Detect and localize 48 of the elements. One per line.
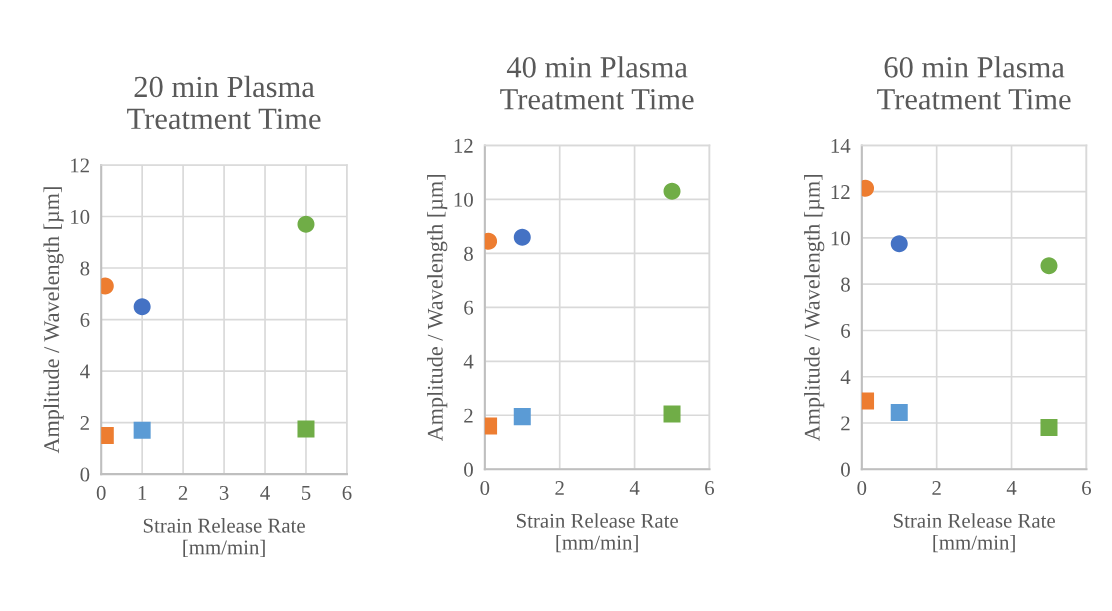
- x-tick-label: 0: [96, 485, 106, 500]
- y-tick-label: 12: [831, 185, 850, 199]
- y-tick-label: 8: [841, 277, 850, 292]
- x-tick-label: 0: [480, 480, 490, 496]
- y-axis-title: Amplitude / Wavelength [µm]: [43, 187, 64, 454]
- x-tick-label: 1: [138, 485, 147, 500]
- x-tick-label: 2: [178, 485, 188, 500]
- y-tick-label: 14: [831, 138, 851, 153]
- x-tick-label: 6: [705, 481, 715, 496]
- y-tick-label: 4: [80, 364, 90, 379]
- y-axis-title: Amplitude / Wavelength [µm]: [427, 175, 448, 442]
- x-tick-label: 4: [260, 485, 270, 500]
- y-tick-label: 0: [841, 462, 850, 477]
- x-tick-label: 4: [1006, 481, 1017, 495]
- x-tick-label: 6: [1082, 481, 1092, 496]
- y-tick-label: 8: [464, 246, 473, 261]
- y-tick-label: 0: [80, 467, 90, 482]
- y-tick-label: 10: [831, 231, 850, 246]
- x-tick-label: 4: [629, 481, 640, 495]
- point: [133, 298, 151, 316]
- chart-title: 40 min Plasma Treatment Time: [500, 56, 694, 110]
- y-tick-label: 10: [71, 209, 90, 224]
- y-axis-title: Amplitude / Wavelength [µm]: [804, 175, 825, 442]
- y-tick-label: 0: [464, 462, 473, 477]
- y-tick-label: 12: [71, 158, 89, 173]
- x-tick-label: 6: [342, 485, 352, 500]
- y-tick-label: 8: [80, 261, 90, 276]
- chart-title: 20 min Plasma Treatment Time: [127, 75, 321, 130]
- y-tick-label: 2: [80, 416, 89, 430]
- y-tick-label: 4: [840, 370, 851, 384]
- x-tick-label: 3: [219, 485, 229, 500]
- y-tick-label: 4: [463, 354, 474, 369]
- x-tick-label: 2: [932, 481, 941, 495]
- y-tick-label: 6: [464, 300, 474, 315]
- x-axis-title: Strain Release Rate [mm/min]: [516, 513, 678, 553]
- y-tick-label: 2: [464, 408, 473, 423]
- y-tick-label: 12: [454, 138, 473, 153]
- x-tick-label: 2: [555, 481, 564, 495]
- x-axis-title: Strain Release Rate [mm/min]: [893, 513, 1055, 553]
- x-tick-label: 0: [857, 480, 867, 496]
- y-tick-label: 10: [454, 192, 473, 207]
- point: [133, 421, 151, 439]
- chart-title: 60 min Plasma Treatment Time: [877, 56, 1071, 110]
- y-tick-label: 6: [80, 312, 90, 327]
- x-tick-label: 5: [301, 486, 311, 500]
- y-tick-label: 6: [841, 323, 851, 338]
- x-axis-title: Strain Release Rate [mm/min]: [143, 518, 305, 558]
- y-tick-label: 2: [841, 416, 850, 431]
